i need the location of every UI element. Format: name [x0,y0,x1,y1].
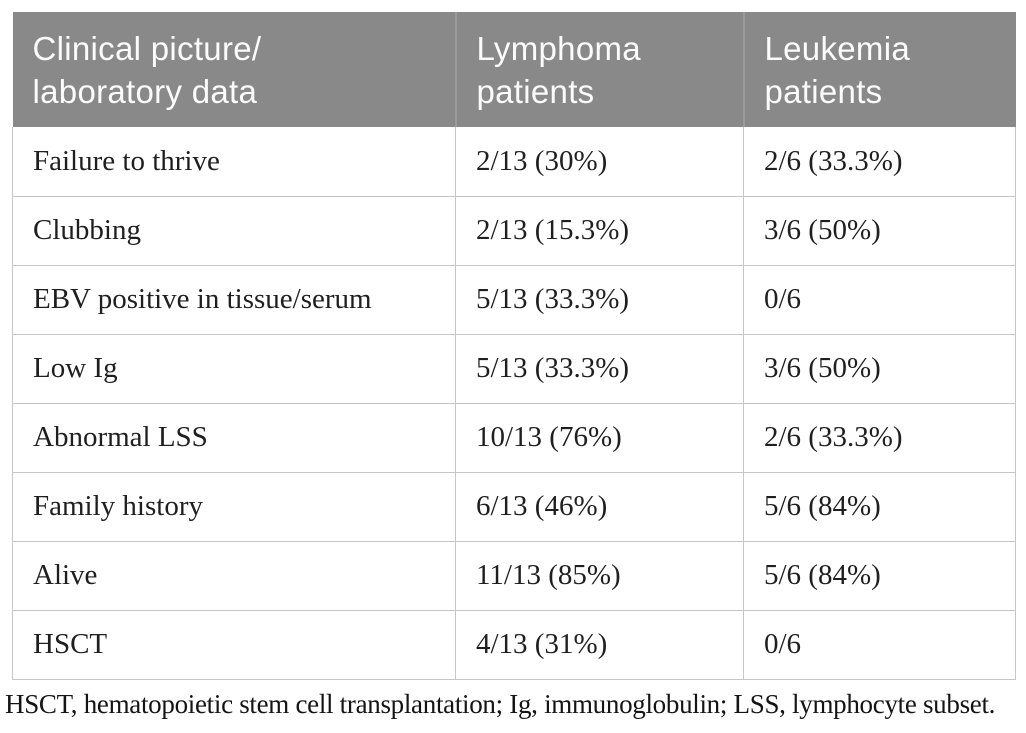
header-line: Clinical picture/ [32,29,262,67]
table-row: Low Ig 5/13 (33.3%) 3/6 (50%) [12,333,1016,404]
header-line: Lymphoma [476,29,641,67]
row-label-cell: HSCT [12,609,456,680]
lymphoma-value-cell: 10/13 (76%) [455,402,744,473]
row-label-cell: Abnormal LSS [12,402,456,473]
leukemia-value-cell: 0/6 [743,264,1016,335]
row-label-cell: EBV positive in tissue/serum [12,264,456,335]
header-line: patients [764,72,883,110]
leukemia-value-cell: 3/6 (50%) [743,333,1016,404]
row-label-cell: Family history [12,471,456,542]
lymphoma-value-cell: 11/13 (85%) [455,540,744,611]
lymphoma-value-cell: 5/13 (33.3%) [455,264,744,335]
table-row: Failure to thrive 2/13 (30%) 2/6 (33.3%) [12,127,1016,197]
header-row: Clinical picture/ laboratory data Lympho… [12,12,1016,127]
header-line: patients [476,72,595,110]
header-line: laboratory data [32,72,258,110]
lymphoma-value-cell: 6/13 (46%) [455,471,744,542]
table-row: Clubbing 2/13 (15.3%) 3/6 (50%) [12,195,1016,266]
header-cell-lymphoma-patients: Lymphoma patients [454,12,744,127]
table-row: Abnormal LSS 10/13 (76%) 2/6 (33.3%) [12,402,1016,473]
row-label-cell: Low Ig [12,333,456,404]
leukemia-value-cell: 5/6 (84%) [743,540,1016,611]
table-row: HSCT 4/13 (31%) 0/6 [12,609,1016,680]
lymphoma-value-cell: 5/13 (33.3%) [455,333,744,404]
row-label-cell: Clubbing [12,195,456,266]
table-row: Family history 6/13 (46%) 5/6 (84%) [12,471,1016,542]
leukemia-value-cell: 0/6 [743,609,1016,680]
leukemia-value-cell: 5/6 (84%) [743,471,1016,542]
header-line: Leukemia [764,29,910,67]
lymphoma-value-cell: 2/13 (30%) [455,127,744,197]
header-cell-clinical-picture: Clinical picture/ laboratory data [12,12,456,127]
lymphoma-value-cell: 2/13 (15.3%) [455,195,744,266]
table-row: EBV positive in tissue/serum 5/13 (33.3%… [12,264,1016,335]
table-row: Alive 11/13 (85%) 5/6 (84%) [12,540,1016,611]
header-cell-leukemia-patients: Leukemia patients [742,12,1016,127]
row-label-cell: Failure to thrive [12,127,456,197]
leukemia-value-cell: 3/6 (50%) [743,195,1016,266]
clinical-data-table: Clinical picture/ laboratory data Lympho… [12,12,1016,680]
table-footnote: HSCT, hematopoietic stem cell transplant… [5,688,996,719]
leukemia-value-cell: 2/6 (33.3%) [743,127,1016,197]
row-label-cell: Alive [12,540,456,611]
lymphoma-value-cell: 4/13 (31%) [455,609,744,680]
leukemia-value-cell: 2/6 (33.3%) [743,402,1016,473]
